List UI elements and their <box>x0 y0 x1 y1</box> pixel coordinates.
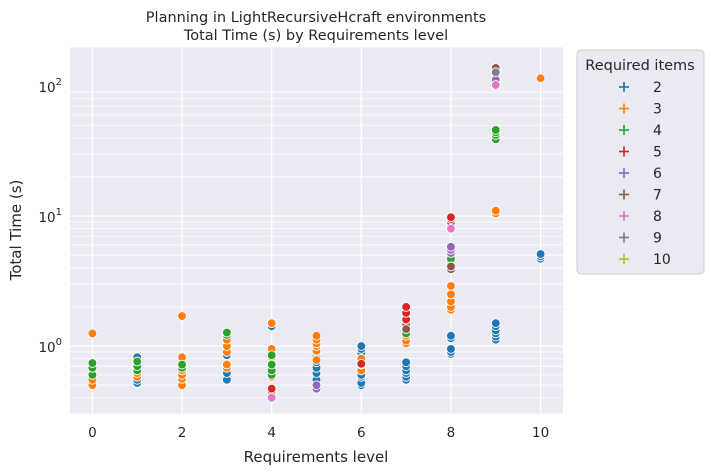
chart-subtitle: Total Time (s) by Requirements level <box>183 28 448 44</box>
data-point-items-4 <box>132 356 143 367</box>
data-point-items-4 <box>87 358 98 368</box>
x-tick-label: 0 <box>88 425 97 441</box>
data-point-items-3 <box>490 205 501 216</box>
legend-entry-3: 3 <box>619 102 662 118</box>
data-point-items-3 <box>446 281 456 291</box>
data-point-items-2 <box>446 330 456 341</box>
data-point-items-3 <box>87 328 98 339</box>
data-point-items-4 <box>490 125 501 135</box>
data-point-items-5 <box>266 383 277 394</box>
data-point-items-5 <box>401 302 411 312</box>
y-axis-label: Total Time (s) <box>7 180 25 282</box>
y-tick-labels: 100 101 102 <box>38 77 62 356</box>
data-point-items-2 <box>446 344 456 354</box>
legend-entry-8: 8 <box>619 209 662 225</box>
data-points <box>87 63 546 403</box>
legend-entry-10: 10 <box>619 252 671 268</box>
legend-label: 10 <box>653 252 671 268</box>
x-tick-label: 6 <box>357 425 366 441</box>
legend-entry-4: 4 <box>619 123 662 139</box>
legend-label: 9 <box>653 231 662 247</box>
data-point-items-3 <box>311 330 322 341</box>
legend-entries: 2 3 4 5 6 7 8 9 10 <box>619 80 671 268</box>
x-tick-labels: 0 2 4 6 8 10 <box>88 425 549 441</box>
data-point-items-8 <box>490 80 501 90</box>
legend-label: 4 <box>653 123 662 139</box>
legend-box <box>576 49 705 275</box>
legend-entry-5: 5 <box>619 145 662 161</box>
data-point-items-4 <box>266 350 277 361</box>
legend-label: 6 <box>653 166 662 182</box>
data-point-items-4 <box>177 359 187 370</box>
data-point-items-5 <box>356 358 367 369</box>
legend-label: 8 <box>653 209 662 225</box>
data-point-items-6 <box>446 241 456 252</box>
data-point-items-8 <box>266 392 277 403</box>
data-point-items-6 <box>311 380 322 391</box>
legend-entry-2: 2 <box>619 80 662 96</box>
legend-label: 3 <box>653 102 662 118</box>
data-point-items-2 <box>401 357 411 368</box>
data-point-items-7 <box>401 324 411 334</box>
data-point-items-8 <box>446 223 456 234</box>
x-tick-label: 2 <box>178 425 187 441</box>
legend-label: 7 <box>653 188 662 204</box>
data-point-items-3 <box>535 73 546 84</box>
x-tick-label: 4 <box>267 425 276 441</box>
legend-entry-6: 6 <box>619 166 662 182</box>
data-point-items-3 <box>222 359 232 370</box>
data-point-items-3 <box>177 311 187 321</box>
data-point-items-9 <box>490 67 501 78</box>
data-point-items-4 <box>266 359 277 370</box>
chart-title: Planning in LightRecursiveHcraft environ… <box>146 10 486 26</box>
x-tick-label: 8 <box>447 425 456 441</box>
data-point-items-3 <box>266 318 277 329</box>
data-point-items-7 <box>446 261 456 272</box>
data-point-items-2 <box>490 318 501 329</box>
data-point-items-2 <box>535 249 546 259</box>
legend: Required items 2 3 4 5 6 7 8 9 10 <box>576 49 705 275</box>
legend-entry-7: 7 <box>619 188 662 204</box>
legend-title: Required items <box>585 58 694 74</box>
data-point-items-4 <box>222 327 232 338</box>
x-axis-label: Requirements level <box>244 448 389 466</box>
legend-entry-9: 9 <box>619 231 662 247</box>
y-tick-label: 102 <box>38 77 62 96</box>
y-tick-label: 101 <box>38 207 62 226</box>
data-point-items-3 <box>311 355 322 365</box>
y-tick-label: 100 <box>38 337 62 356</box>
x-tick-label: 10 <box>532 425 549 441</box>
data-point-items-3 <box>446 289 456 300</box>
legend-label: 5 <box>653 145 662 161</box>
legend-label: 2 <box>653 80 662 96</box>
data-point-items-5 <box>446 212 456 223</box>
data-point-items-2 <box>356 341 367 351</box>
